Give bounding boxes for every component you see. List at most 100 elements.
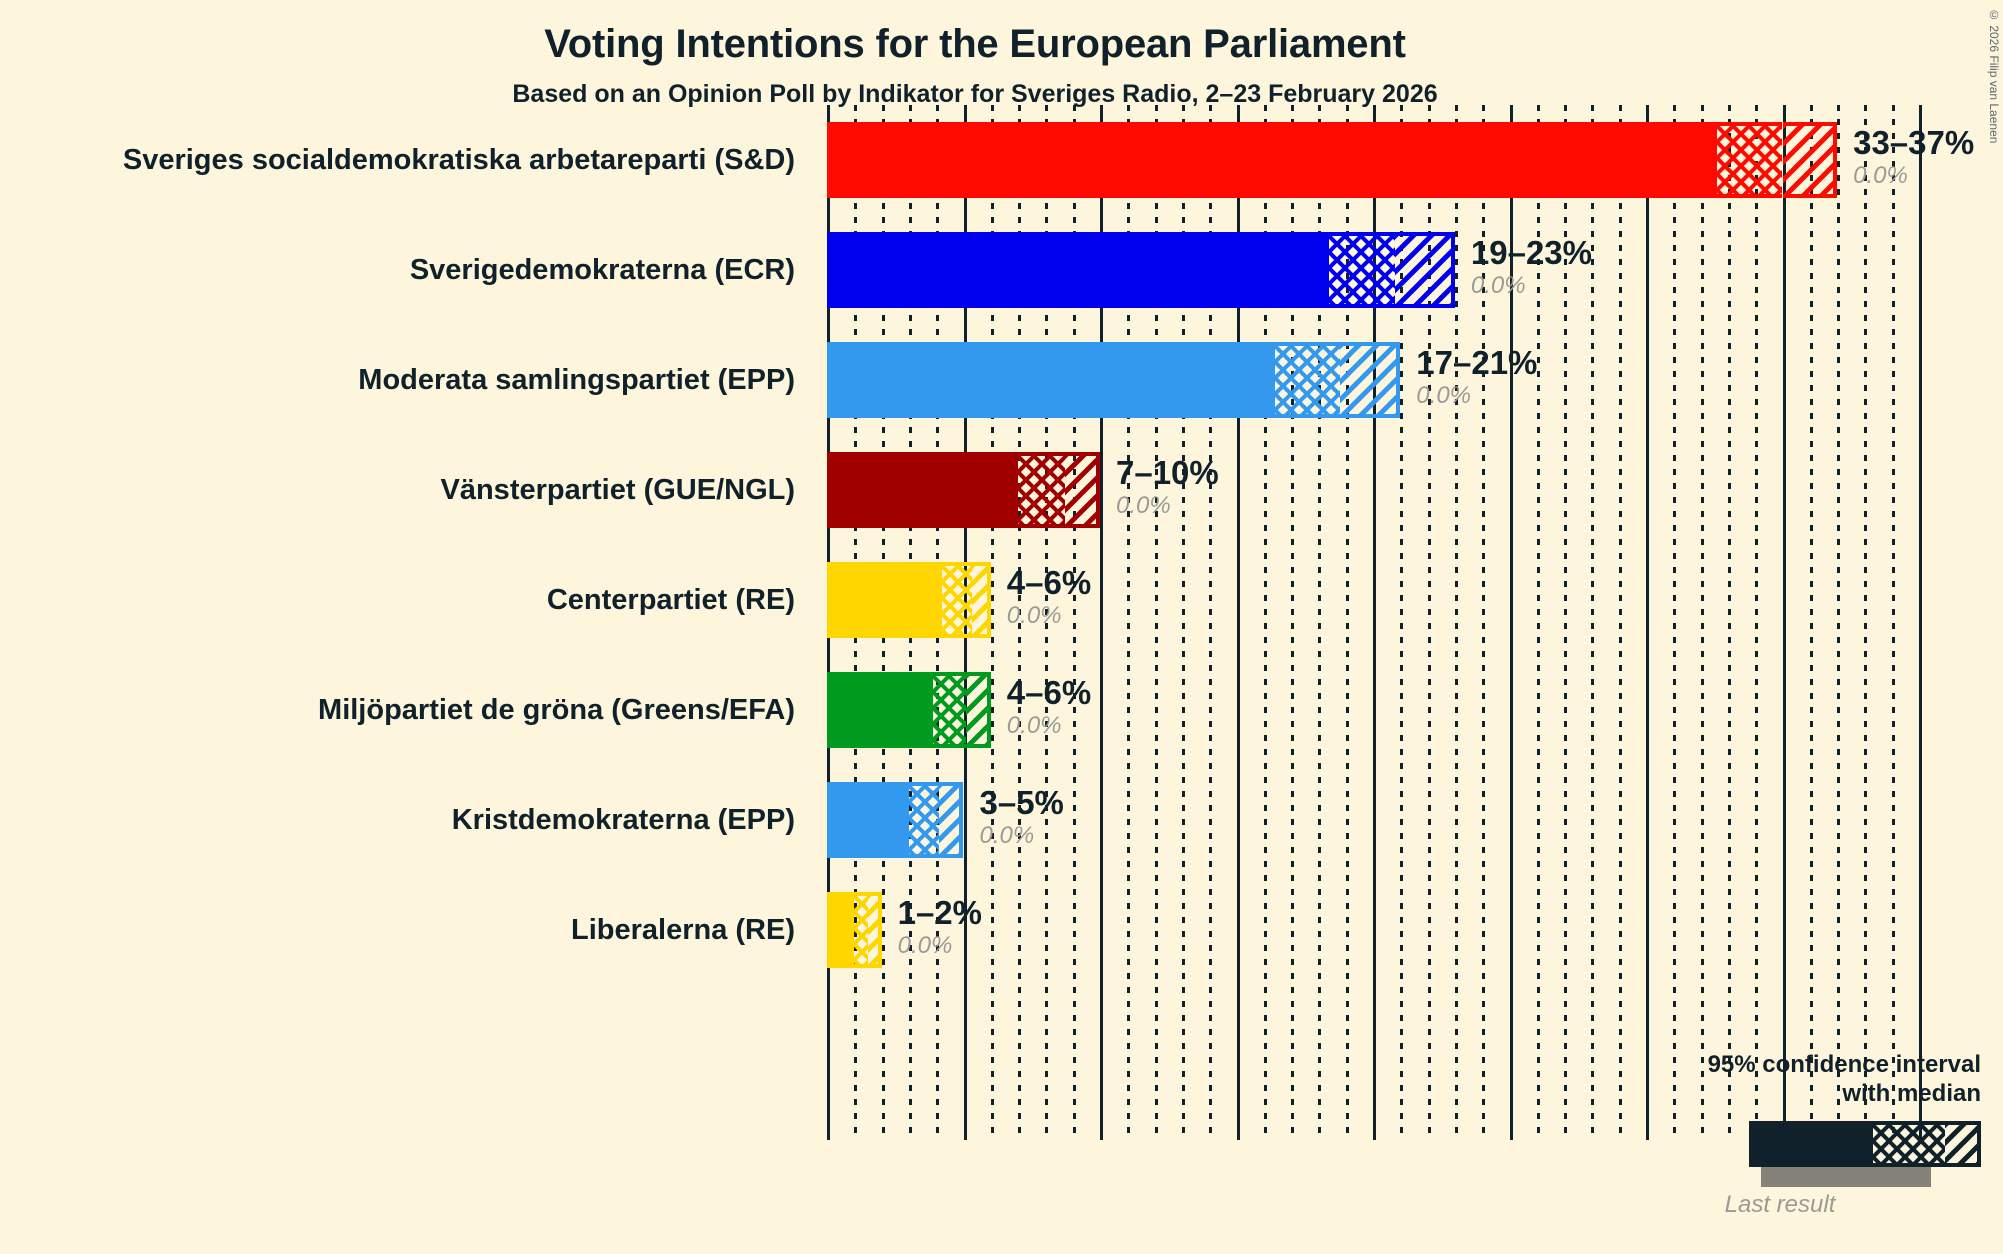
value-range-label: 4–6% — [1006, 564, 1092, 602]
bar-segment-solid — [827, 122, 1717, 198]
legend-swatch-diagonal — [1945, 1120, 1981, 1167]
confidence-interval-bar[interactable] — [827, 342, 1401, 418]
legend-swatch-solid — [1749, 1120, 1873, 1167]
gridline-minor — [1755, 105, 1759, 1140]
gridline-minor — [1727, 105, 1731, 1140]
bar-segment-crosshatch — [1018, 452, 1065, 528]
bar-row[interactable]: Moderata samlingspartiet (EPP) 17–21% 0.0% — [358, 325, 1919, 435]
copyright-notice: © 2026 Filip van Laenen — [1987, 8, 2001, 144]
gridline-minor — [1018, 105, 1022, 1140]
last-result-value: 0.0% — [1006, 602, 1062, 630]
bar-segment-diagonal — [1340, 342, 1401, 418]
page-title: Voting Intentions for the European Parli… — [544, 22, 1406, 66]
bar-segment-solid — [827, 782, 909, 858]
bar-segment-crosshatch — [1716, 122, 1783, 198]
value-labels: 3–5% 0.0% — [964, 765, 1064, 875]
last-result-value: 0.0% — [1470, 272, 1526, 300]
bar-segment-solid — [827, 452, 1019, 528]
gridline-minor — [1673, 105, 1677, 1140]
confidence-interval-bar[interactable] — [827, 452, 1100, 528]
value-range-label: 1–2% — [897, 894, 982, 932]
legend-swatch — [1749, 1120, 1981, 1167]
gridline-minor — [1891, 105, 1895, 1140]
bar-row[interactable]: Centerpartiet (RE) 4–6% 0.0% — [547, 545, 1919, 655]
bar-row[interactable]: Vänsterpartiet (GUE/NGL) 7–10% 0.0% — [441, 435, 1919, 545]
bar-segment-crosshatch — [908, 782, 939, 858]
gridline-minor — [1181, 105, 1185, 1140]
gridline-minor — [1400, 105, 1404, 1140]
bar-segment-diagonal — [1394, 232, 1455, 308]
value-range-label: 33–37% — [1853, 124, 1975, 162]
bar-segment-diagonal — [938, 782, 964, 858]
bar-segment-solid — [827, 672, 934, 748]
gridline-minor — [1454, 105, 1458, 1140]
party-label: Moderata samlingspartiet (EPP) — [358, 363, 795, 396]
value-labels: 1–2% 0.0% — [882, 875, 982, 985]
value-range-label: 3–5% — [979, 784, 1064, 822]
confidence-interval-bar[interactable] — [827, 232, 1455, 308]
last-result-value: 0.0% — [1416, 382, 1471, 410]
bar-segment-crosshatch — [1329, 232, 1395, 308]
party-label: Sverigedemokraterna (ECR) — [409, 253, 795, 286]
gridline-minor — [1045, 105, 1049, 1140]
last-result-value: 0.0% — [1116, 492, 1171, 520]
bar-segment-crosshatch — [854, 892, 868, 968]
gridline-minor — [1864, 105, 1868, 1140]
confidence-interval-bar[interactable] — [827, 892, 882, 968]
bar-row[interactable]: Liberalerna (RE) 1–2% 0.0% — [571, 875, 1919, 985]
party-label: Kristdemokraterna (EPP) — [451, 803, 795, 836]
grid-lines — [827, 105, 1947, 1140]
bar-row[interactable]: Sveriges socialdemokratiska arbetarepart… — [123, 105, 1974, 215]
gridline-minor — [1482, 105, 1486, 1140]
gridline-minor — [1209, 105, 1213, 1140]
gridline-minor — [1618, 105, 1622, 1140]
gridline-major — [1236, 105, 1240, 1140]
legend-caption-line1: 95% confidence interval — [1707, 1051, 1981, 1078]
confidence-interval-bar[interactable] — [827, 672, 991, 748]
bar-segment-diagonal — [966, 672, 991, 748]
party-label: Centerpartiet (RE) — [546, 583, 795, 616]
chart-subtitle: Based on an Opinion Poll by Indikator fo… — [512, 80, 1438, 108]
value-range-label: 4–6% — [1006, 674, 1092, 712]
bar-segment-diagonal — [971, 562, 991, 638]
confidence-interval-bar[interactable] — [827, 562, 991, 638]
bar-segment-crosshatch — [941, 562, 972, 638]
gridline-minor — [1809, 105, 1813, 1140]
bar-row[interactable]: Miljöpartiet de gröna (Greens/EFA) 4–6% 0.… — [318, 655, 1919, 765]
last-result-value: 0.0% — [1853, 162, 1908, 190]
legend-swatch-crosshatch — [1873, 1120, 1945, 1167]
confidence-interval-bar[interactable] — [827, 122, 1838, 198]
plot-area: Sveriges socialdemokratiska arbetarepart… — [123, 105, 1974, 1140]
last-result-value: 0.0% — [897, 932, 953, 960]
gridline-minor — [1427, 105, 1431, 1140]
gridline-minor — [1591, 105, 1595, 1140]
bar-segment-crosshatch — [1274, 342, 1341, 418]
bar-segment-solid — [827, 342, 1275, 418]
gridline-minor — [1700, 105, 1704, 1140]
gridline-minor — [1318, 105, 1322, 1140]
gridline-minor — [1345, 105, 1349, 1140]
legend-last-result-swatch — [1761, 1166, 1931, 1187]
gridline-minor — [990, 105, 994, 1140]
bar-row[interactable]: Sverigedemokraterna (ECR) 19–23% 0.0% — [410, 215, 1919, 325]
party-label: Liberalerna (RE) — [571, 913, 795, 946]
gridline-major — [1373, 105, 1376, 1140]
bar-segment-solid — [827, 892, 855, 968]
bar-segment-solid — [827, 562, 942, 638]
bar-row[interactable]: Kristdemokraterna (EPP) 3–5% 0.0% — [452, 765, 1919, 875]
party-label: Vänsterpartiet (GUE/NGL) — [440, 473, 796, 506]
legend: 95% confidence interval with median Last… — [1631, 1050, 1981, 1219]
value-range-label: 19–23% — [1470, 234, 1592, 272]
party-label: Sveriges socialdemokratiska arbetarepart… — [122, 143, 795, 176]
value-labels: 17–21% 0.0% — [1400, 325, 1537, 435]
confidence-interval-bar[interactable] — [827, 782, 964, 858]
value-labels: 4–6% 0.0% — [991, 545, 1091, 655]
gridline-minor — [1536, 105, 1540, 1140]
gridline-major — [1509, 105, 1513, 1140]
value-range-label: 17–21% — [1416, 344, 1538, 382]
gridline-minor — [1263, 105, 1267, 1140]
gridline-major — [1100, 105, 1103, 1140]
bar-segment-diagonal — [1782, 122, 1838, 198]
gridline-major — [1646, 105, 1649, 1140]
